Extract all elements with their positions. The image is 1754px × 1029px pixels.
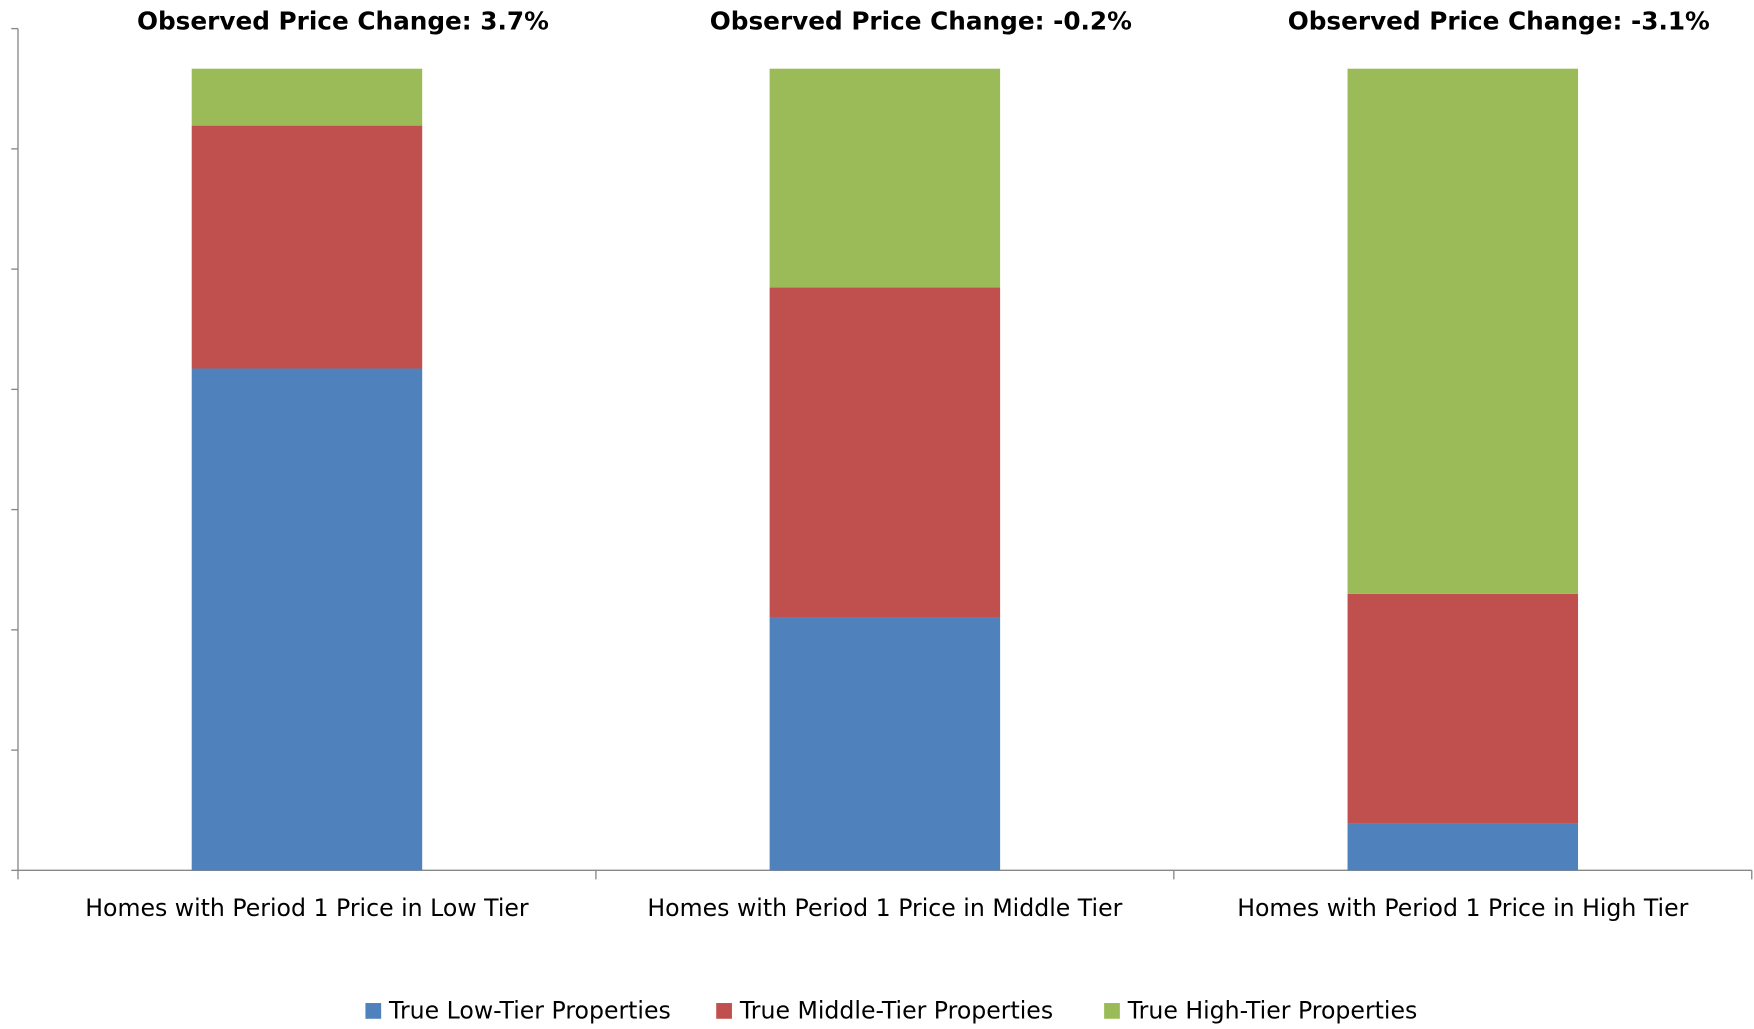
annotation: Observed Price Change: 3.7% [137,7,549,36]
legend-swatch [365,1003,382,1019]
bar-segment [191,68,423,126]
x-tick-label: Homes with Period 1 Price in High Tier [1237,894,1688,922]
bar-segment [1347,823,1579,871]
bar-segment [1347,68,1579,594]
annotation: Observed Price Change: -0.2% [710,7,1132,36]
bar-segment [769,617,1001,871]
legend-label: True Low-Tier Properties [388,997,671,1025]
bar-segment [769,287,1001,618]
annotation: Observed Price Change: -3.1% [1288,7,1710,36]
legend-swatch [1104,1003,1120,1019]
bar-segment [191,125,423,369]
bar-segment [1347,593,1579,824]
legend-swatch [716,1003,732,1019]
x-tick-label: Homes with Period 1 Price in Middle Tier [647,894,1122,922]
x-tick-label: Homes with Period 1 Price in Low Tier [85,894,529,922]
bar-segment [191,368,423,871]
legend-label: True High-Tier Properties [1127,997,1418,1025]
bar-segment [769,68,1001,288]
legend-label: True Middle-Tier Properties [739,997,1053,1025]
